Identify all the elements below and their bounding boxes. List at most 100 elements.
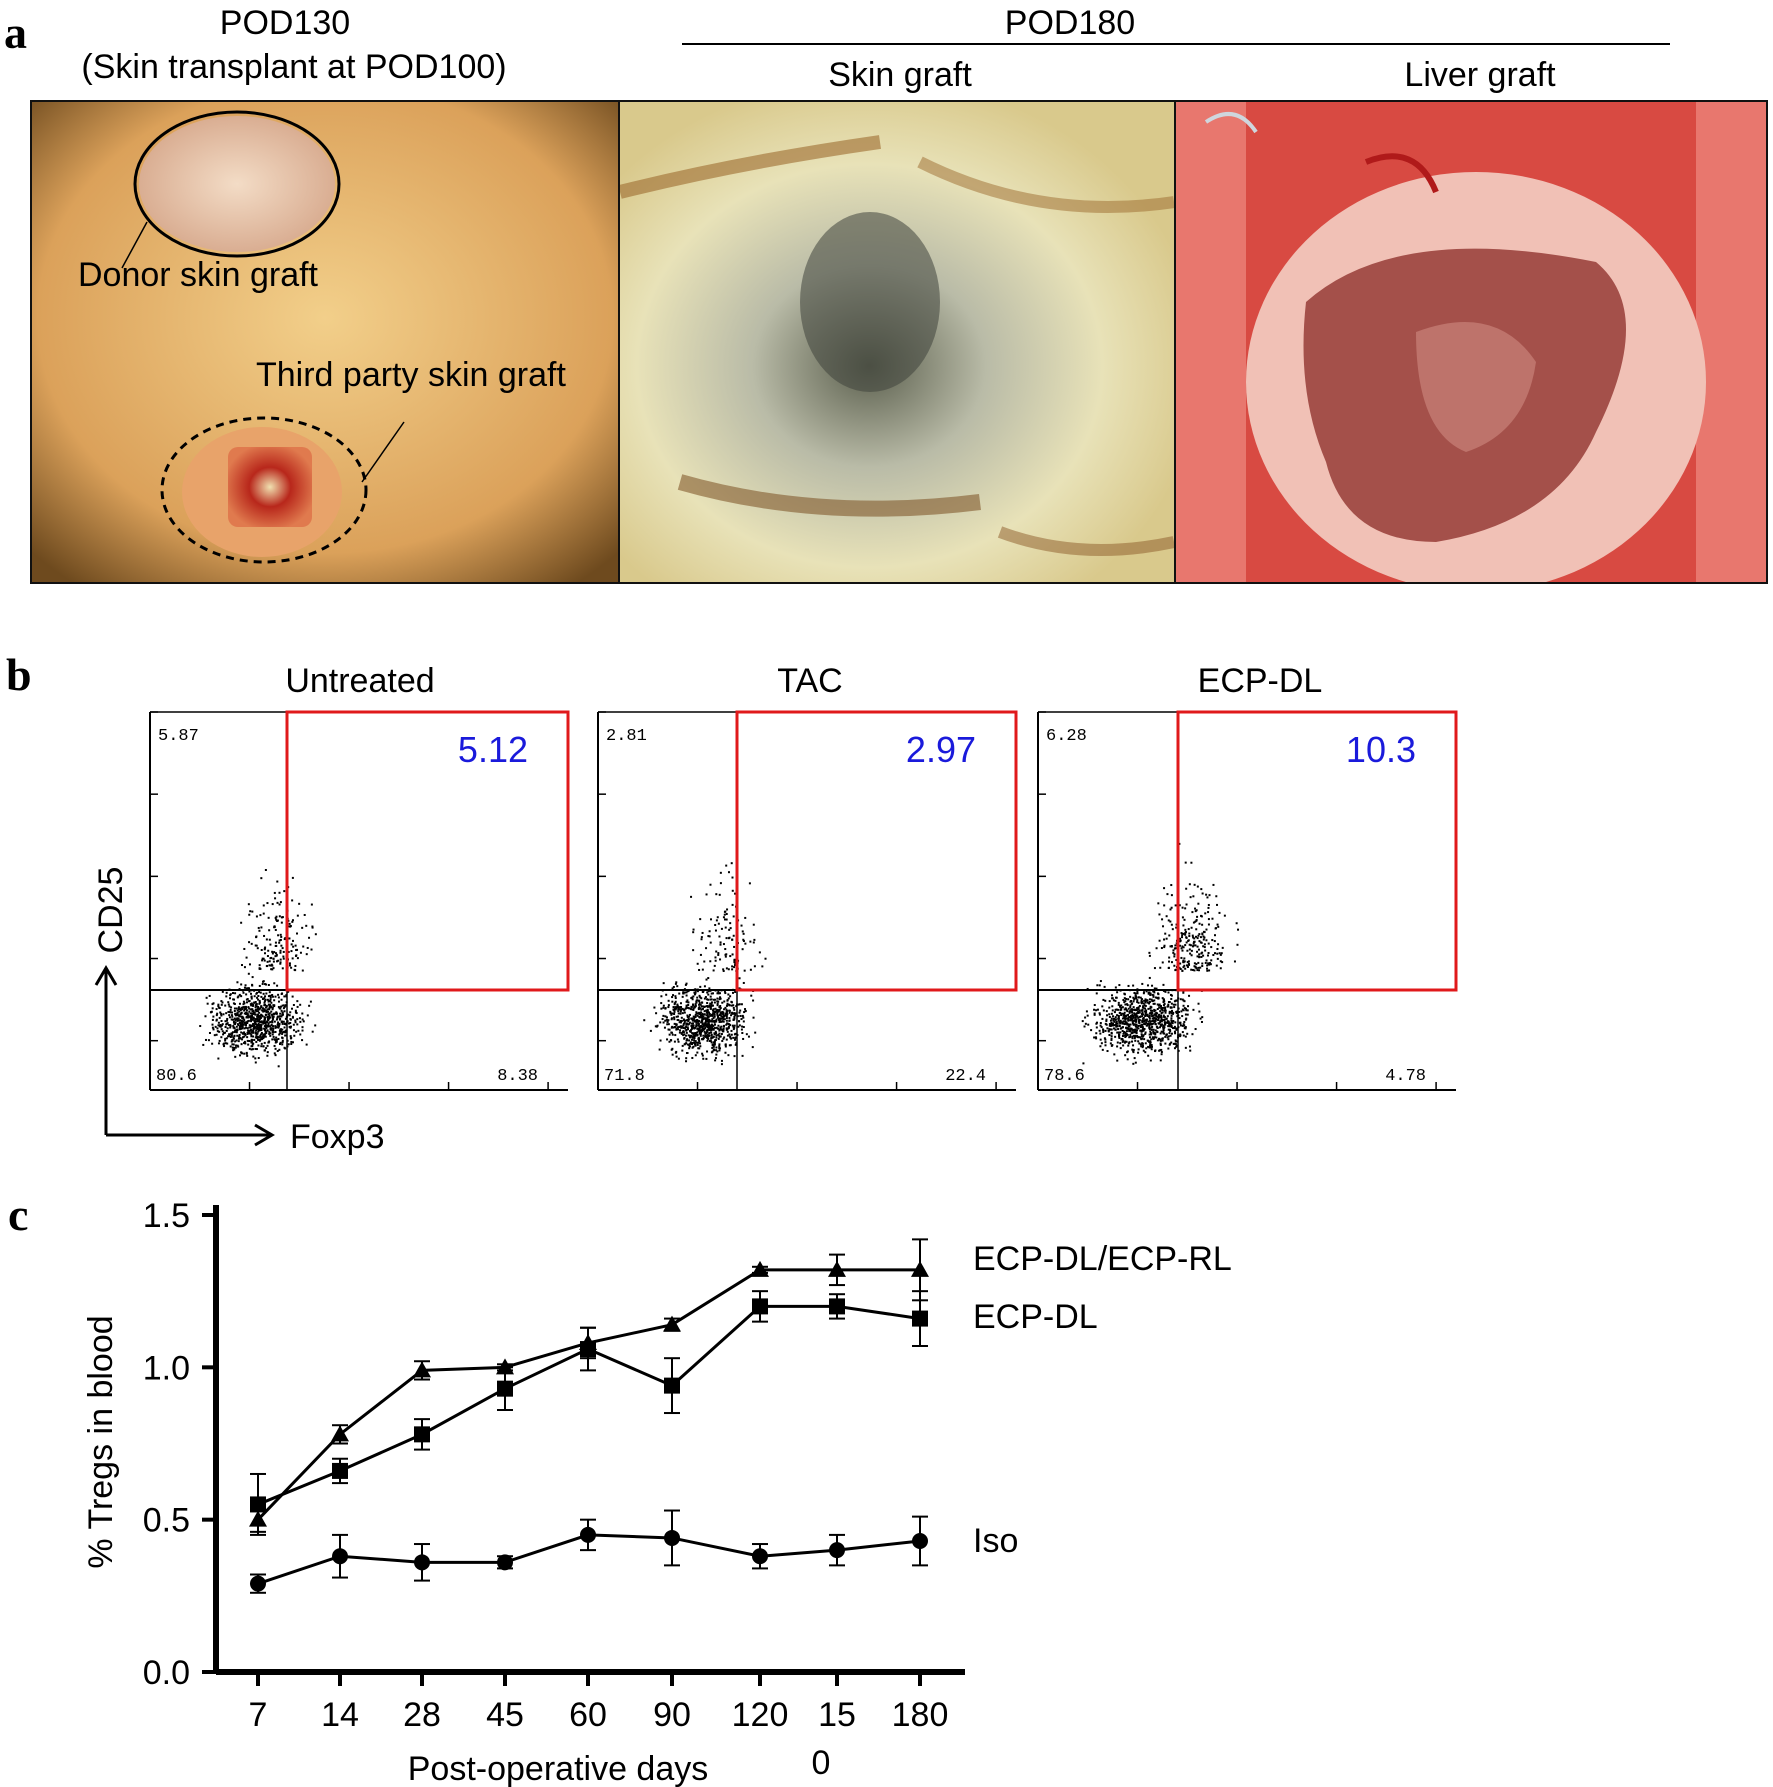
flow-event-dot (281, 1020, 284, 1023)
flow-event-dot (1149, 1046, 1152, 1049)
flow-event-dot (1138, 1042, 1141, 1045)
flow-event-dot (688, 1036, 691, 1039)
flow-event-dot (708, 1039, 711, 1042)
flow-event-dot (684, 1027, 687, 1030)
flow-event-dot (258, 929, 261, 932)
flow-event-dot (1114, 1028, 1117, 1031)
flow-event-dot (1109, 1019, 1112, 1022)
flow-event-dot (1216, 948, 1219, 951)
flow-event-dot (1207, 942, 1210, 945)
flow-event-dot (1168, 1010, 1171, 1013)
flow-event-dot (730, 1033, 733, 1036)
data-point-circle (414, 1554, 430, 1571)
flow-event-dot (696, 1027, 699, 1030)
flow-event-dot (1162, 998, 1165, 1001)
flow-event-dot (244, 1011, 247, 1014)
flow-event-dot (699, 1025, 702, 1028)
flow-event-dot (717, 1018, 720, 1021)
flow-event-dot (676, 985, 679, 988)
flow-event-dot (1118, 1004, 1121, 1007)
flow-event-dot (702, 1015, 705, 1018)
flow-event-dot (263, 1018, 266, 1021)
flow-event-dot (255, 936, 258, 939)
flow-event-dot (1113, 1027, 1116, 1030)
flow-event-dot (1192, 895, 1195, 898)
flow-event-dot (1149, 1012, 1152, 1015)
flow-event-dot (1188, 943, 1191, 946)
flow-event-dot (1150, 1023, 1153, 1026)
flow-event-dot (235, 1030, 238, 1033)
flow-event-dot (705, 1023, 708, 1026)
flow-event-dot (279, 1029, 282, 1032)
flow-event-dot (1148, 1023, 1151, 1026)
flow-event-dot (1154, 1013, 1157, 1016)
flow-event-dot (252, 1004, 255, 1007)
flow-event-dot (670, 1048, 673, 1051)
flow-event-dot (1143, 1004, 1146, 1007)
flow-event-dot (752, 999, 755, 1002)
flow-event-dot (733, 961, 736, 964)
flow-event-dot (1200, 915, 1203, 918)
flow-event-dot (1144, 1007, 1147, 1010)
flow-event-dot (1151, 1017, 1154, 1020)
flow-event-dot (732, 1006, 735, 1009)
flow-event-dot (289, 1037, 292, 1040)
flow-event-dot (704, 1032, 707, 1035)
flow-event-dot (267, 984, 270, 987)
flow-event-dot (682, 1030, 685, 1033)
flow-event-dot (698, 1037, 701, 1040)
flow-event-dot (1133, 1012, 1136, 1015)
flow-event-dot (1148, 1016, 1151, 1019)
flow-event-dot (232, 992, 235, 995)
flow-event-dot (305, 924, 308, 927)
flow-event-dot (1183, 964, 1186, 967)
flow-event-dot (1111, 994, 1114, 997)
flow-event-dot (1206, 964, 1209, 967)
flow-event-dot (271, 1013, 274, 1016)
flow-event-dot (711, 1009, 714, 1012)
flow-event-dot (722, 1025, 725, 1028)
flow-event-dot (1141, 1025, 1144, 1028)
flow-event-dot (1114, 1008, 1117, 1011)
flow-event-dot (254, 1001, 257, 1004)
flow-event-dot (260, 1025, 263, 1028)
flow-event-dot (712, 1016, 715, 1019)
flow-event-dot (691, 1056, 694, 1059)
flow-event-dot (710, 1037, 713, 1040)
flow-event-dot (710, 1029, 713, 1032)
flow-event-dot (276, 1023, 279, 1026)
flow-event-dot (1149, 1030, 1152, 1033)
flow-event-dot (1220, 952, 1223, 955)
flow-event-dot (265, 965, 268, 968)
flow-event-dot (1184, 967, 1187, 970)
flow-event-dot (717, 1009, 720, 1012)
flow-event-dot (288, 1025, 291, 1028)
flow-event-dot (1196, 950, 1199, 953)
flow-event-dot (1163, 1026, 1166, 1029)
flow-event-dot (233, 1035, 236, 1038)
flow-event-dot (713, 1015, 716, 1018)
flow-event-dot (721, 1016, 724, 1019)
flow-event-dot (679, 1012, 682, 1015)
flow-event-dot (260, 926, 263, 929)
flow-event-dot (1134, 1013, 1137, 1016)
flow-event-dot (1152, 1032, 1155, 1035)
flow-event-dot (1161, 1009, 1164, 1012)
flow-event-dot (273, 1052, 276, 1055)
flow-event-dot (287, 1022, 290, 1025)
flow-event-dot (1129, 1019, 1132, 1022)
flow-event-dot (712, 1012, 715, 1015)
flow-event-dot (1136, 1035, 1139, 1038)
flow-event-dot (279, 1007, 282, 1010)
flow-event-dot (1145, 1018, 1148, 1021)
flow-event-dot (698, 1025, 701, 1028)
flow-event-dot (289, 1026, 292, 1029)
flow-event-dot (245, 1021, 248, 1024)
flow-event-dot (722, 968, 725, 971)
flow-event-dot (715, 893, 718, 896)
flow-event-dot (1174, 944, 1177, 947)
flow-event-dot (719, 1013, 722, 1016)
flow-event-dot (1166, 1021, 1169, 1024)
flow-event-dot (1169, 920, 1172, 923)
flow-event-dot (1142, 1005, 1145, 1008)
